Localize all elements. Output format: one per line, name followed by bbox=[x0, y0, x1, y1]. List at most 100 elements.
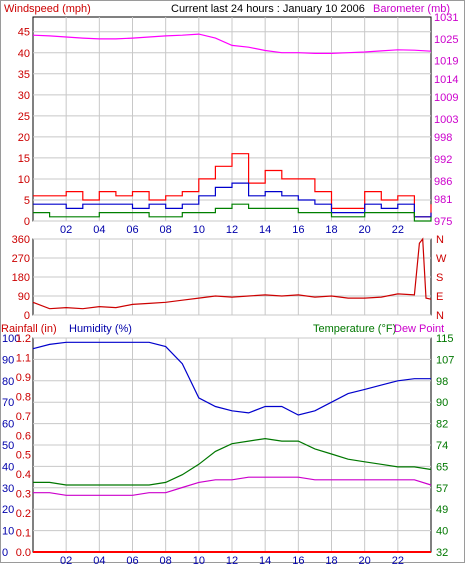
p1-x-tick-label: 10 bbox=[193, 224, 205, 236]
p3-temp-tick-label: 40 bbox=[436, 526, 448, 538]
p2-right-tick-label: W bbox=[436, 253, 447, 265]
p3-humidity-tick-label: 0 bbox=[2, 547, 8, 559]
p2-right-tick-label: N bbox=[436, 310, 444, 322]
p3-rain-tick-label: 1.2 bbox=[16, 333, 31, 345]
p3-humidity-tick-label: 10 bbox=[2, 526, 14, 538]
p3-x-tick-label: 14 bbox=[259, 555, 271, 564]
p1-series-wind-avg bbox=[33, 182, 432, 218]
rainfall-axis-label: Rainfall (in) bbox=[1, 323, 57, 335]
p1-series-wind-max bbox=[33, 153, 432, 218]
windspeed-axis-label: Windspeed (mph) bbox=[4, 3, 91, 15]
p1-x-tick-label: 06 bbox=[126, 224, 138, 236]
p2-left-tick-label: 360 bbox=[12, 234, 30, 246]
temperature-axis-label: Temperature (°F) bbox=[313, 323, 396, 335]
p1-x-tick-label: 16 bbox=[292, 224, 304, 236]
p3-rain-tick-label: 0.5 bbox=[16, 450, 31, 462]
p3-rain-tick-label: 0.2 bbox=[16, 508, 31, 520]
p3-temp-tick-label: 49 bbox=[436, 504, 448, 516]
p1-right-tick-label: 981 bbox=[434, 194, 452, 206]
p3-humidity-tick-label: 80 bbox=[2, 376, 14, 388]
p1-x-tick-label: 20 bbox=[359, 224, 371, 236]
p3-humidity-tick-label: 60 bbox=[2, 419, 14, 431]
p3-temp-tick-label: 107 bbox=[436, 354, 454, 366]
p3-humidity-tick-label: 40 bbox=[2, 461, 14, 473]
p3-x-tick-label: 12 bbox=[226, 555, 238, 564]
p1-x-tick-label: 18 bbox=[325, 224, 337, 236]
p3-temp-tick-label: 74 bbox=[436, 440, 448, 452]
p1-right-tick-label: 992 bbox=[434, 154, 452, 166]
p3-x-tick-label: 08 bbox=[160, 555, 172, 564]
p3-humidity-tick-label: 70 bbox=[2, 397, 14, 409]
p3-x-tick-label: 02 bbox=[60, 555, 72, 564]
p2-left-tick-label: 180 bbox=[12, 272, 30, 284]
p3-series-humidity bbox=[32, 341, 431, 416]
p1-right-tick-label: 1009 bbox=[434, 92, 458, 104]
p3-rain-tick-label: 0.3 bbox=[16, 489, 31, 501]
p3-x-tick-label: 18 bbox=[325, 555, 337, 564]
p1-right-tick-label: 998 bbox=[434, 132, 452, 144]
p1-left-tick-label: 25 bbox=[18, 111, 30, 123]
p3-series-dew-point bbox=[33, 476, 432, 496]
p3-rain-tick-label: 0.7 bbox=[16, 411, 31, 423]
p3-humidity-tick-label: 30 bbox=[2, 483, 14, 495]
p1-series-wind-min bbox=[33, 203, 432, 222]
p3-humidity-tick-label: 20 bbox=[2, 504, 14, 516]
p3-rain-tick-label: 0.4 bbox=[16, 469, 31, 481]
p1-series-barometer bbox=[32, 33, 432, 54]
p1-left-tick-label: 5 bbox=[24, 195, 30, 207]
p1-right-tick-label: 1014 bbox=[434, 74, 458, 86]
barometer-axis-label: Barometer (mb) bbox=[373, 3, 450, 15]
p3-temp-tick-label: 82 bbox=[436, 419, 448, 431]
p1-x-tick-label: 12 bbox=[226, 224, 238, 236]
p3-rain-tick-label: 0.6 bbox=[16, 430, 31, 442]
p2-right-tick-label: N bbox=[436, 234, 444, 246]
p3-x-tick-label: 16 bbox=[292, 555, 304, 564]
p1-x-tick-label: 08 bbox=[160, 224, 172, 236]
p1-right-tick-label: 975 bbox=[434, 216, 452, 228]
p1-left-tick-label: 10 bbox=[18, 174, 30, 186]
p3-x-tick-label: 22 bbox=[392, 555, 404, 564]
p2-series-direction bbox=[32, 237, 432, 310]
p1-left-tick-label: 40 bbox=[18, 48, 30, 60]
p1-x-tick-label: 22 bbox=[392, 224, 404, 236]
p3-temp-tick-label: 57 bbox=[436, 483, 448, 495]
p1-left-tick-label: 0 bbox=[24, 216, 30, 228]
p3-rain-tick-label: 0.8 bbox=[16, 391, 31, 403]
p2-left-tick-label: 0 bbox=[24, 310, 30, 322]
p3-x-tick-label: 06 bbox=[126, 555, 138, 564]
p3-series-temperature bbox=[33, 437, 432, 486]
p3-humidity-tick-label: 90 bbox=[2, 354, 14, 366]
p1-right-tick-label: 1031 bbox=[434, 12, 458, 24]
p3-x-tick-label: 20 bbox=[359, 555, 371, 564]
p1-right-tick-label: 986 bbox=[434, 176, 452, 188]
p1-x-tick-label: 14 bbox=[259, 224, 271, 236]
p3-x-tick-label: 10 bbox=[193, 555, 205, 564]
p2-right-tick-label: S bbox=[436, 272, 443, 284]
chart-title: Current last 24 hours : January 10 2006 bbox=[171, 3, 365, 15]
p3-temp-tick-label: 115 bbox=[436, 333, 454, 345]
p3-temp-tick-label: 65 bbox=[436, 461, 448, 473]
p3-rain-tick-label: 0.0 bbox=[16, 547, 31, 559]
p1-left-tick-label: 15 bbox=[18, 153, 30, 165]
p3-temp-tick-label: 32 bbox=[436, 547, 448, 559]
p3-humidity-tick-label: 100 bbox=[2, 333, 20, 345]
humidity-axis-label: Humidity (%) bbox=[69, 323, 132, 335]
humidity-temperature-panel: 0 10 20 30 40 50 60 70 80 90 100 0.0 0.1 0.2 0.3 0.4 0.5… bbox=[2, 333, 454, 564]
p3-rain-tick-label: 0.1 bbox=[16, 528, 31, 540]
p1-left-tick-label: 45 bbox=[18, 27, 30, 39]
p3-rain-tick-label: 1.1 bbox=[16, 352, 31, 364]
p1-left-tick-label: 20 bbox=[18, 132, 30, 144]
p2-left-tick-label: 270 bbox=[12, 253, 30, 265]
p3-x-tick-label: 04 bbox=[93, 555, 105, 564]
p3-temp-tick-label: 98 bbox=[436, 376, 448, 388]
p1-x-tick-label: 02 bbox=[60, 224, 72, 236]
wind-barometer-panel: 0510152025303540459759819869929981003100… bbox=[18, 12, 459, 236]
p3-temp-tick-label: 90 bbox=[436, 397, 448, 409]
p1-right-tick-label: 1003 bbox=[434, 114, 458, 126]
p1-right-tick-label: 1025 bbox=[434, 34, 458, 46]
p1-left-tick-label: 30 bbox=[18, 90, 30, 102]
dewpoint-label: Dew Point bbox=[394, 323, 444, 335]
